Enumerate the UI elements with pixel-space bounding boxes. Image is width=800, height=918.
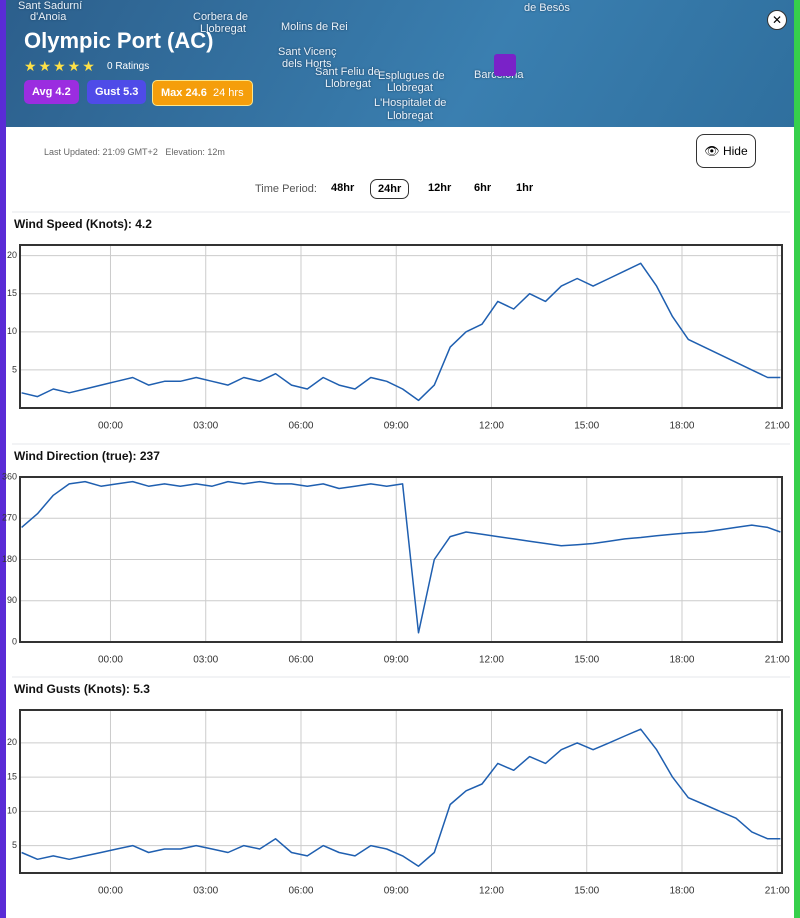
y-tick-label: 20 (7, 250, 17, 260)
y-tick-label: 20 (7, 737, 17, 747)
ratings-count: 0 Ratings (107, 61, 150, 72)
map-label: de Besòs (524, 2, 570, 14)
x-tick-label: 18:00 (669, 655, 694, 666)
station-marker[interactable] (494, 54, 516, 76)
x-tick-label: 00:00 (98, 655, 123, 666)
x-tick-label: 21:00 (765, 886, 790, 897)
x-tick-label: 03:00 (193, 421, 218, 432)
time-period-option[interactable]: 48hr (331, 182, 355, 194)
rating-stars[interactable]: ★★★★★ (24, 58, 97, 74)
station-panel: Sant Sadurní d'Anoia Corbera de Llobrega… (6, 0, 794, 918)
elevation: Elevation: 12m (165, 147, 225, 157)
map-label: Corbera de (193, 11, 249, 23)
map-label: Llobregat (387, 110, 433, 122)
x-tick-label: 18:00 (669, 421, 694, 432)
hide-button[interactable]: 👁 Hide (696, 134, 756, 168)
map-label: dels Horts (282, 58, 332, 70)
x-tick-label: 09:00 (384, 421, 409, 432)
data-line (21, 480, 781, 634)
x-tick-label: 12:00 (479, 886, 504, 897)
y-tick-label: 5 (12, 364, 17, 374)
x-tick-label: 15:00 (574, 655, 599, 666)
map-label: Llobregat (200, 23, 246, 35)
y-tick-label: 15 (7, 771, 17, 781)
y-tick-label: 360 (2, 471, 17, 481)
y-tick-label: 270 (2, 513, 17, 523)
y-tick-label: 90 (7, 595, 17, 605)
time-period-option[interactable]: 1hr (516, 182, 534, 194)
max-period: 24 hrs (213, 87, 244, 99)
x-tick-label: 18:00 (669, 886, 694, 897)
y-tick-label: 10 (7, 326, 17, 336)
hide-label: Hide (722, 144, 748, 158)
x-tick-label: 15:00 (574, 886, 599, 897)
plot-border (19, 244, 783, 409)
plot-border (19, 709, 783, 874)
chart-title: Wind Speed (Knots): 4.2 (14, 217, 152, 231)
map-header: Sant Sadurní d'Anoia Corbera de Llobrega… (6, 0, 794, 127)
map-label: Sant Sadurní (18, 0, 83, 12)
map-label: Llobregat (325, 78, 371, 90)
map-label: Molins de Rei (281, 21, 348, 33)
map-label: Sant Vicenç (278, 46, 337, 58)
max-badge: Max 24.6 24 hrs (152, 80, 253, 106)
plot-border (19, 476, 783, 643)
time-period-option[interactable]: 24hr (370, 179, 410, 199)
chart-title: Wind Gusts (Knots): 5.3 (14, 682, 150, 696)
x-tick-label: 06:00 (288, 421, 313, 432)
map-label: Esplugues de (378, 70, 445, 82)
time-period-label: Time Period: (255, 183, 317, 195)
max-value: Max 24.6 (161, 87, 207, 99)
map-label: Sant Feliu de (315, 66, 380, 78)
x-tick-label: 00:00 (98, 421, 123, 432)
time-period-option[interactable]: 12hr (428, 182, 452, 194)
chart-title: Wind Direction (true): 237 (14, 449, 160, 463)
data-line (21, 728, 781, 867)
y-tick-label: 180 (2, 554, 17, 564)
x-tick-label: 15:00 (574, 421, 599, 432)
map-label: L'Hospitalet de (374, 97, 447, 109)
close-button[interactable]: ✕ (767, 10, 787, 30)
last-updated: Last Updated: 21:09 GMT+2 (44, 147, 158, 157)
map-label: Llobregat (387, 82, 433, 94)
data-line (21, 262, 781, 402)
time-period-option[interactable]: 6hr (474, 182, 492, 194)
x-tick-label: 03:00 (193, 886, 218, 897)
y-tick-label: 15 (7, 288, 17, 298)
x-tick-label: 09:00 (384, 655, 409, 666)
x-tick-label: 09:00 (384, 886, 409, 897)
gust-badge: Gust 5.3 (87, 80, 147, 104)
x-tick-label: 06:00 (288, 655, 313, 666)
y-tick-label: 0 (12, 636, 17, 646)
avg-badge: Avg 4.2 (24, 80, 79, 104)
y-tick-label: 5 (12, 840, 17, 850)
x-tick-label: 12:00 (479, 421, 504, 432)
y-tick-label: 10 (7, 806, 17, 816)
station-title: Olympic Port (AC) (24, 28, 214, 53)
x-tick-label: 03:00 (193, 655, 218, 666)
map-label: d'Anoia (30, 11, 67, 23)
x-tick-label: 06:00 (288, 886, 313, 897)
x-tick-label: 00:00 (98, 886, 123, 897)
x-tick-label: 21:00 (765, 655, 790, 666)
station-info: Last Updated: 21:09 GMT+2 Elevation: 12m (44, 147, 225, 157)
x-tick-label: 21:00 (765, 421, 790, 432)
x-tick-label: 12:00 (479, 655, 504, 666)
